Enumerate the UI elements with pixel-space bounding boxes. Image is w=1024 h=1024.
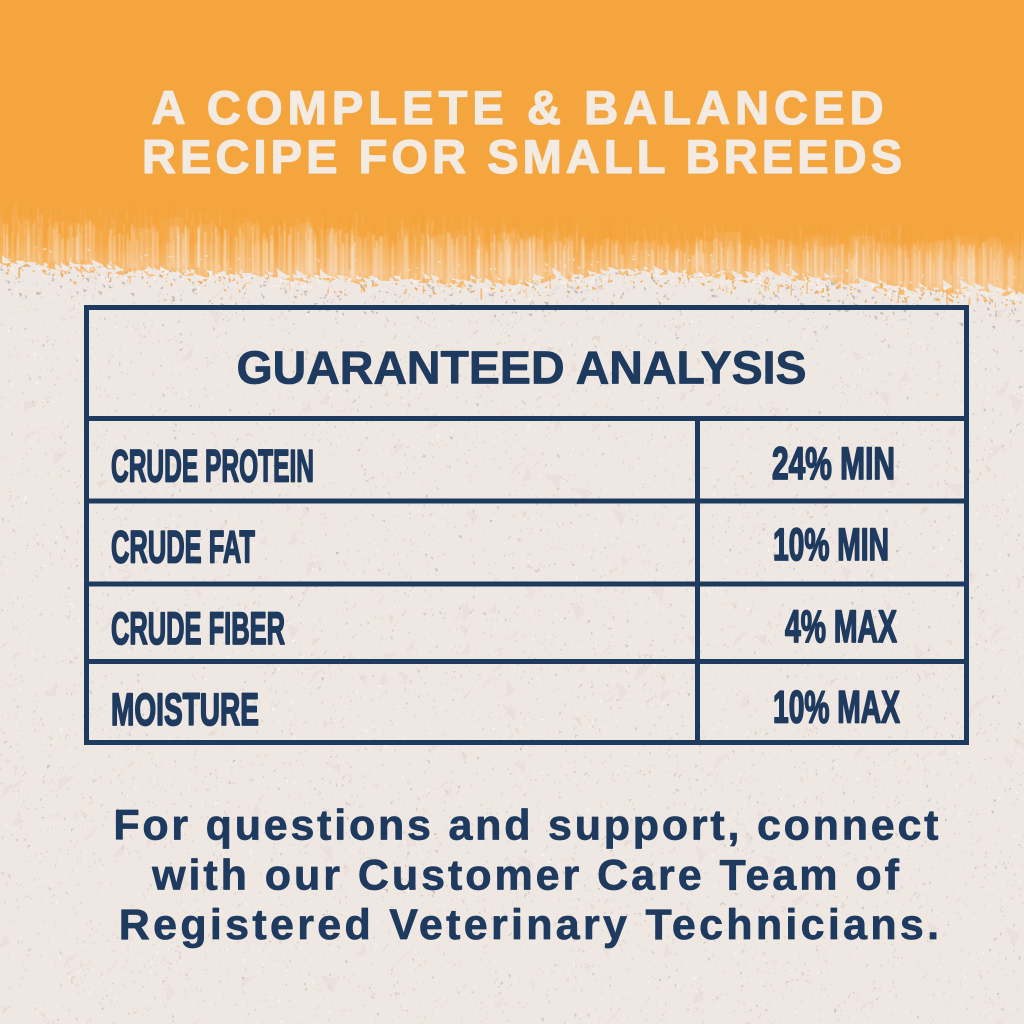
svg-text:10% MIN: 10% MIN bbox=[773, 519, 889, 570]
svg-text:CRUDE FAT: CRUDE FAT bbox=[111, 522, 255, 573]
svg-text:10% MAX: 10% MAX bbox=[773, 682, 900, 733]
svg-text:CRUDE FIBER: CRUDE FIBER bbox=[111, 603, 285, 654]
svg-text:For questions and support, con: For questions and support, connect bbox=[113, 802, 941, 850]
svg-text:24% MIN: 24% MIN bbox=[772, 438, 895, 489]
svg-text:Registered Veterinary Technici: Registered Veterinary Technicians. bbox=[119, 901, 943, 949]
svg-text:4% MAX: 4% MAX bbox=[785, 601, 897, 652]
svg-text:A COMPLETE & BALANCED: A COMPLETE & BALANCED bbox=[151, 81, 888, 134]
svg-text:RECIPE FOR SMALL BREEDS: RECIPE FOR SMALL BREEDS bbox=[142, 130, 906, 183]
svg-text:MOISTURE: MOISTURE bbox=[111, 684, 259, 735]
svg-text:with our Customer Care Team of: with our Customer Care Team of bbox=[151, 852, 902, 900]
svg-text:CRUDE PROTEIN: CRUDE PROTEIN bbox=[111, 441, 314, 492]
svg-text:GUARANTEED ANALYSIS: GUARANTEED ANALYSIS bbox=[236, 342, 806, 394]
